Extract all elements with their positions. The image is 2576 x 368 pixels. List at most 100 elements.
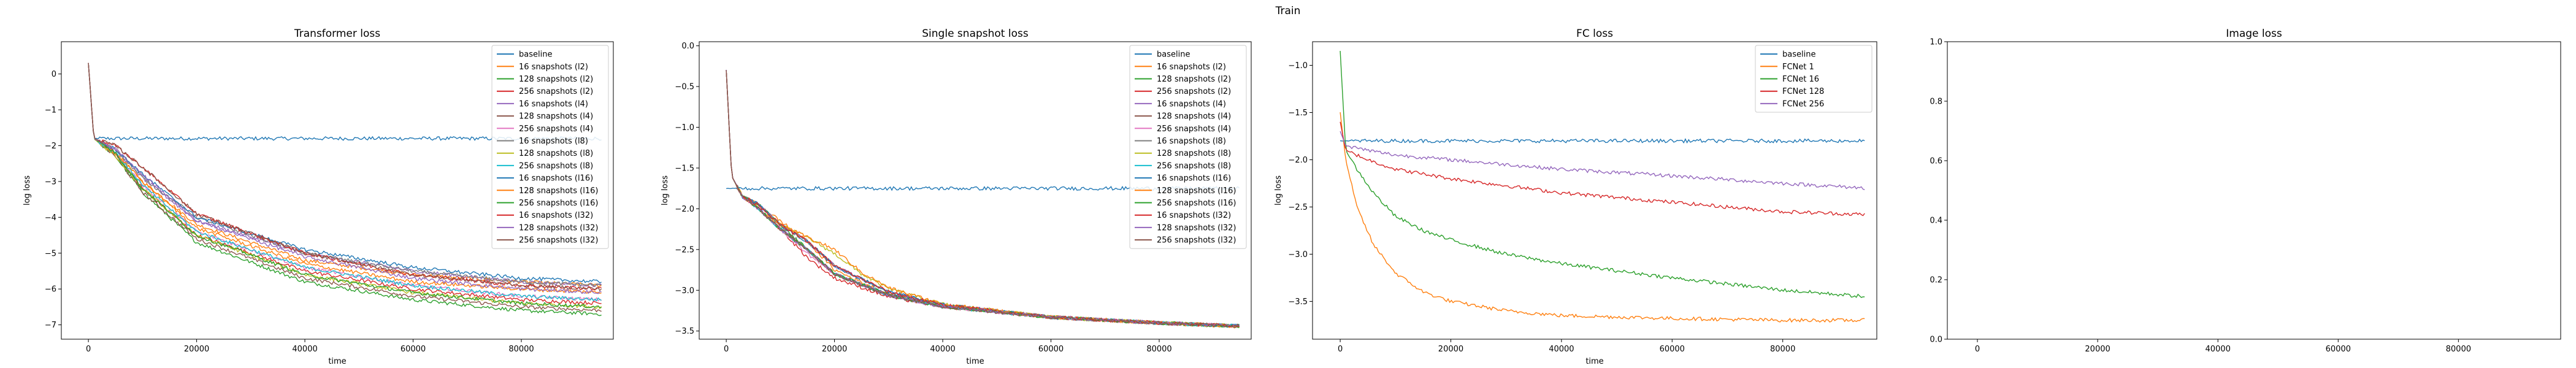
legend-entry: baseline <box>1782 50 1815 59</box>
y-tick-label: −2 <box>45 142 56 151</box>
series-line-256-snapshots-l32 <box>726 70 1240 328</box>
series-line-baseline <box>1340 138 1865 144</box>
panel-title: Image loss <box>2226 28 2282 40</box>
legend-entry: 128 snapshots (l8) <box>519 149 593 158</box>
y-tick-label: −1.5 <box>675 164 694 173</box>
x-tick-label: 0 <box>86 345 91 354</box>
legend-entry: FCNet 1 <box>1782 63 1814 72</box>
x-tick-label: 60000 <box>1660 345 1685 354</box>
legend-entry: 256 snapshots (l8) <box>1157 161 1231 171</box>
legend-box <box>1129 45 1247 249</box>
legend-entry: 16 snapshots (l4) <box>519 99 588 109</box>
series-line-16-snapshots-l16 <box>88 63 602 284</box>
legend-entry: FCNet 256 <box>1782 99 1824 109</box>
series-line-fcnet-256 <box>1340 131 1865 190</box>
series-line-256-snapshots-l8 <box>88 63 602 302</box>
series-line-fcnet-1 <box>1340 112 1865 323</box>
x-tick-label: 60000 <box>401 345 426 354</box>
y-tick-label: −5 <box>45 249 56 258</box>
legend-entry: 256 snapshots (l32) <box>1157 236 1236 245</box>
panel-title: Single snapshot loss <box>922 28 1029 40</box>
series-line-fcnet-128 <box>1340 121 1865 217</box>
y-tick-label: −1.0 <box>1288 61 1308 71</box>
series-line-256-snapshots-l32 <box>88 63 602 292</box>
panel-title: FC loss <box>1576 28 1613 40</box>
y-tick-label: −2.0 <box>1288 156 1308 165</box>
x-tick-label: 0 <box>724 345 729 354</box>
x-tick-label: 20000 <box>184 345 209 354</box>
series-line-16-snapshots-l32 <box>88 63 602 291</box>
x-tick-label: 40000 <box>930 345 955 354</box>
x-axis-label: time <box>966 357 984 366</box>
legend-entry: 128 snapshots (l8) <box>1157 149 1231 158</box>
legend-entry: 256 snapshots (l4) <box>519 125 593 134</box>
legend-entry: FCNet 128 <box>1782 87 1824 96</box>
y-tick-label: −3.0 <box>1288 250 1308 259</box>
y-tick-label: −0.5 <box>675 83 694 92</box>
legend-entry: 16 snapshots (l32) <box>1157 211 1231 220</box>
y-axis-label: log loss <box>23 175 32 205</box>
series-line-256-snapshots-l2 <box>88 63 602 305</box>
series-line-128-snapshots-l16 <box>88 63 602 294</box>
series-line-128-snapshots-l4 <box>88 63 602 313</box>
legend-entry: baseline <box>519 50 552 59</box>
legend-entry: 16 snapshots (l2) <box>1157 63 1226 72</box>
y-tick-label: 0.2 <box>1930 276 1942 285</box>
series-line-256-snapshots-l16 <box>88 63 602 309</box>
series-lines <box>88 63 602 316</box>
series-line-128-snapshots-l32 <box>88 63 602 294</box>
y-tick-label: −4 <box>45 213 56 223</box>
y-tick-label: −7 <box>45 321 56 330</box>
series-line-128-snapshots-l8 <box>88 63 602 310</box>
axes-frame <box>61 41 614 340</box>
legend-box <box>1755 45 1873 113</box>
legend-entry: 256 snapshots (l16) <box>519 199 598 208</box>
series-line-fcnet-16 <box>1340 50 1865 298</box>
y-tick-label: 0 <box>52 70 56 79</box>
legend: baseline 16 snapshots (l2) 128 snapshots (… <box>491 45 609 249</box>
y-tick-label: −2.5 <box>675 245 694 255</box>
y-tick-label: 0.6 <box>1930 157 1942 166</box>
y-tick-label: 0.8 <box>1930 98 1942 107</box>
x-tick-label: 40000 <box>1549 345 1574 354</box>
legend-entry: 16 snapshots (l32) <box>519 211 593 220</box>
y-tick-label: −1.5 <box>1288 109 1308 118</box>
y-tick-label: −3.0 <box>675 286 694 296</box>
y-axis-label: log loss <box>661 175 670 205</box>
legend-entry: 128 snapshots (l4) <box>519 112 593 121</box>
legend-entry: 256 snapshots (l2) <box>1157 87 1231 96</box>
y-tick-label: −2.0 <box>675 205 694 214</box>
y-tick-label: 1.0 <box>1930 38 1942 47</box>
y-tick-label: 0.0 <box>1930 335 1942 345</box>
x-tick-label: 0 <box>1975 345 1980 354</box>
x-tick-label: 20000 <box>1438 345 1463 354</box>
legend-entry: 256 snapshots (l32) <box>519 236 598 245</box>
x-tick-label: 20000 <box>2085 345 2110 354</box>
x-tick-label: 60000 <box>1038 345 1064 354</box>
legend-entry: 256 snapshots (l2) <box>519 87 593 96</box>
x-tick-label: 40000 <box>2205 345 2230 354</box>
legend-entry: 256 snapshots (l4) <box>1157 125 1231 134</box>
legend-entry: 16 snapshots (l2) <box>519 63 588 72</box>
legend: baseline 16 snapshots (l2) 128 snapshots (… <box>1129 45 1247 249</box>
legend-entry: 256 snapshots (l16) <box>1157 199 1236 208</box>
legend-entry: 128 snapshots (l32) <box>519 223 598 232</box>
x-tick-label: 80000 <box>2446 345 2471 354</box>
legend: baseline FCNet 1 FCNet 16 FCNet 128 FCNet 25… <box>1755 45 1873 113</box>
x-tick-label: 60000 <box>2326 345 2351 354</box>
legend-entry: FCNet 16 <box>1782 75 1819 84</box>
x-tick-label: 20000 <box>822 345 847 354</box>
x-tick-label: 0 <box>1338 345 1343 354</box>
legend-box <box>491 45 609 249</box>
legend-entry: 16 snapshots (l8) <box>1157 137 1226 146</box>
y-tick-label: −1.0 <box>675 123 694 132</box>
series-line-16-snapshots-l4 <box>88 63 602 288</box>
legend-entry: 16 snapshots (l16) <box>519 174 593 183</box>
y-tick-label: 0.4 <box>1930 217 1942 226</box>
panel-image-loss: Image loss 0 20000 40000 60000 80000 0.0 0.2 0.4… <box>1930 28 2561 354</box>
legend-entry: 16 snapshots (l4) <box>1157 99 1226 109</box>
legend-entry: 128 snapshots (l2) <box>1157 75 1231 84</box>
series-lines <box>726 69 1240 329</box>
